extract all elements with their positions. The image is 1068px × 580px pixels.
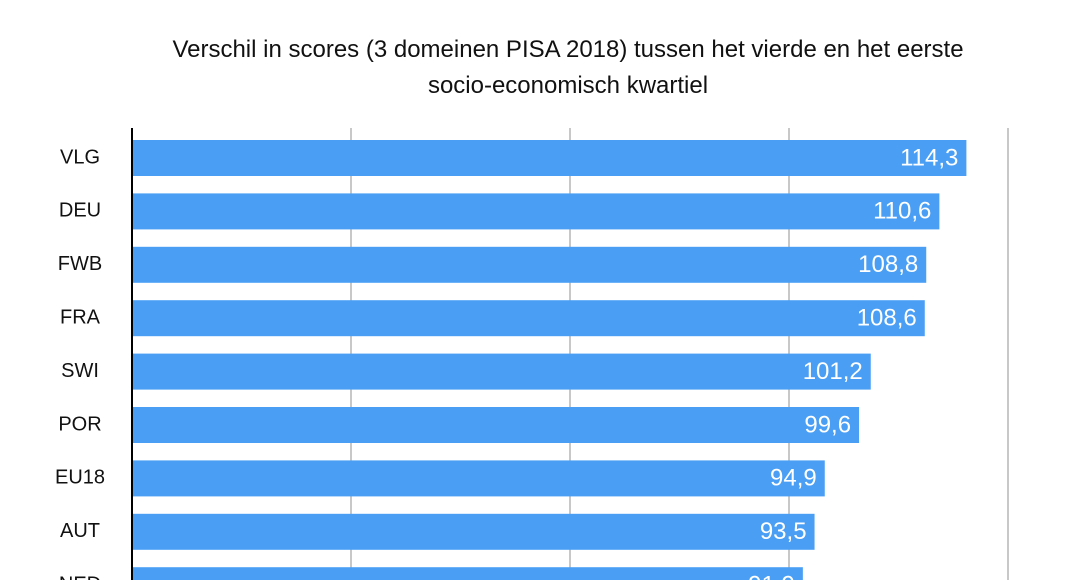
value-label: 99,6 (804, 411, 851, 438)
value-label: 91,9 (748, 572, 795, 580)
value-label: 108,6 (857, 305, 917, 332)
value-label: 101,2 (803, 358, 863, 385)
y-tick-label: DEU (59, 200, 101, 222)
bar (132, 140, 967, 176)
bar (132, 460, 825, 497)
y-tick-label: AUT (60, 520, 100, 542)
y-tick-label: NED (59, 573, 101, 580)
value-label: 93,5 (760, 518, 807, 545)
bar (132, 407, 860, 443)
chart-title: Verschil in scores (3 domeinen PISA 2018… (172, 36, 964, 99)
y-tick-label: SWI (61, 360, 99, 382)
bar (132, 300, 925, 337)
bar (132, 353, 871, 390)
y-tick-label: FWB (58, 253, 102, 275)
value-label: 94,9 (770, 465, 817, 492)
bar (132, 246, 927, 283)
bar (132, 193, 940, 230)
value-label: 110,6 (873, 198, 931, 225)
bar (132, 513, 815, 550)
bar (132, 567, 803, 580)
y-tick-label: POR (58, 413, 101, 435)
y-tick-label: FRA (60, 306, 101, 328)
value-label: 114,3 (900, 144, 958, 171)
y-tick-label: EU18 (55, 467, 105, 489)
y-tick-label: VLG (60, 146, 100, 168)
value-label: 108,8 (858, 251, 918, 278)
